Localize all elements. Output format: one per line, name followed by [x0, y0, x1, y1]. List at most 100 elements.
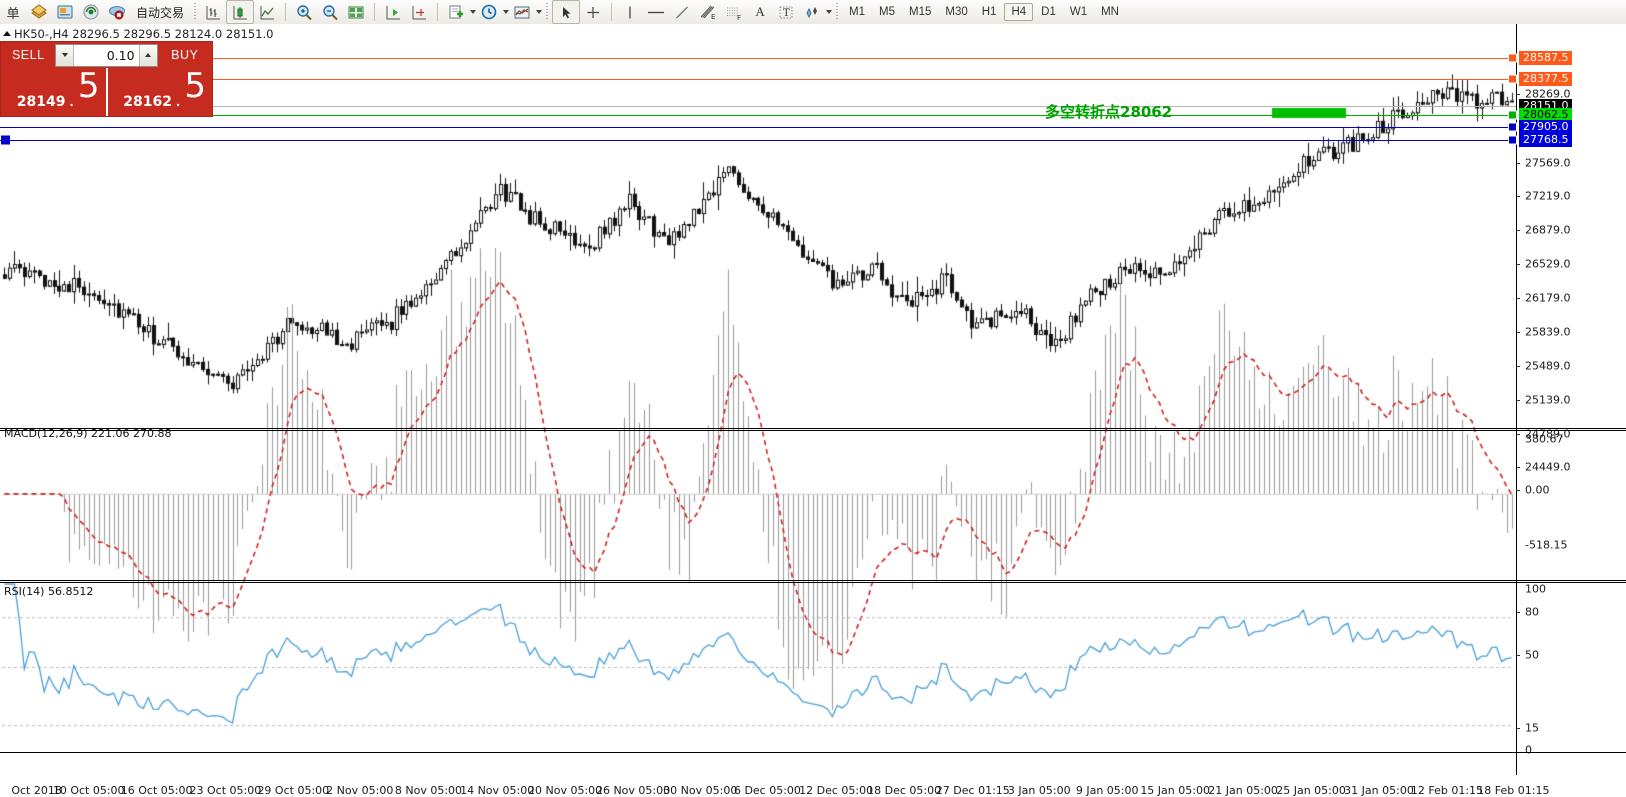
time-label-21: 12 Feb 01:15	[1410, 784, 1484, 797]
new-object-icon[interactable]	[443, 1, 469, 23]
chart-grid-icon[interactable]	[343, 1, 369, 23]
time-label-13: 18 Dec 05:00	[867, 784, 942, 797]
order-line-28377-handle[interactable]	[1508, 74, 1517, 84]
time-label-15: 3 Jan 05:00	[1007, 784, 1071, 797]
toolbar-separator-3	[836, 3, 839, 21]
timeframe-h4[interactable]: H4	[1004, 3, 1034, 21]
time-label-7: 14 Nov 05:00	[460, 784, 535, 797]
equidistant-channel-icon[interactable]: E	[695, 1, 721, 23]
price-tick-27219: 27219.0	[1525, 189, 1571, 203]
price-axis[interactable]	[1516, 24, 1517, 775]
toolbar-divider-3	[437, 3, 439, 21]
one-click-trading-panel[interactable]: SELL 0.10 BUY 28149 . 5 28162 . 5	[1, 42, 212, 116]
chart-area[interactable]: HK50-,H4 28296.5 28296.5 28124.0 28151.0…	[0, 24, 1626, 797]
time-label-16: 9 Jan 05:00	[1075, 784, 1139, 797]
fibonacci-icon[interactable]: F	[721, 1, 747, 23]
chart-shift-icon[interactable]	[406, 1, 432, 23]
shapes-icon[interactable]	[799, 1, 825, 23]
buy-price-main: 28162	[123, 94, 172, 110]
price-tick-26179: 26179.0	[1525, 291, 1571, 305]
sell-price-cell[interactable]: 28149 . 5	[1, 66, 106, 116]
line-chart-icon[interactable]	[254, 1, 280, 23]
vertical-line-icon[interactable]	[617, 1, 643, 23]
shapes-dropdown-caret[interactable]	[826, 10, 833, 14]
time-label-1: 10 Oct 05:00	[52, 784, 125, 797]
price-tick-24449: 24449.0	[1525, 460, 1571, 474]
sell-price-fraction: 5	[77, 66, 100, 106]
indicator-dropdown-caret[interactable]	[536, 10, 543, 14]
candlestick-chart-icon[interactable]	[226, 0, 255, 24]
price-tick-25139: 25139.0	[1525, 393, 1571, 407]
trendline-icon[interactable]	[669, 1, 695, 23]
cursor-icon[interactable]	[552, 0, 581, 24]
sell-price-main: 28149	[16, 94, 66, 110]
volume-value[interactable]: 0.10	[106, 47, 135, 63]
indicator-icon[interactable]	[509, 1, 535, 23]
market-icon[interactable]	[104, 1, 130, 23]
timeframe-m5[interactable]: M5	[879, 6, 895, 18]
order-line-28587[interactable]	[0, 58, 1516, 59]
zoom-out-icon[interactable]	[317, 1, 343, 23]
price-tag-27905: 27905.0	[1519, 120, 1572, 134]
chart-annotation-text[interactable]: 多空转折点28062	[1045, 103, 1173, 121]
level-line-27905[interactable]	[0, 127, 1516, 128]
news-icon[interactable]	[52, 1, 78, 23]
trade-panel-prices: 28149 . 5 28162 . 5	[1, 66, 213, 116]
volume-input[interactable]: 0.10	[55, 43, 158, 67]
toolbar-separator	[194, 3, 197, 21]
time-label-3: 23 Oct 05:00	[189, 784, 262, 797]
buy-button[interactable]: BUY	[171, 48, 199, 62]
horizontal-line-icon[interactable]	[643, 1, 669, 23]
macd-scale-max: 380.67	[1525, 432, 1564, 446]
price-tag-28062: 28062.5	[1519, 108, 1572, 122]
price-tag-28377: 28377.5	[1519, 72, 1572, 86]
new-object-dropdown-caret[interactable]	[470, 10, 477, 14]
toolbar-divider-4	[611, 3, 613, 21]
svg-text:T: T	[783, 8, 790, 19]
level-line-27768[interactable]	[0, 140, 1516, 141]
text-label-icon[interactable]: A	[755, 4, 765, 19]
time-label-8: 20 Nov 05:00	[528, 784, 603, 797]
new-order-icon[interactable]: 单	[6, 5, 20, 21]
time-label-12: 12 Dec 05:00	[799, 784, 874, 797]
price-tick-25839: 25839.0	[1525, 325, 1571, 339]
level-line-27905-handle[interactable]	[1508, 122, 1517, 132]
crosshair-icon[interactable]	[580, 1, 606, 23]
timeframe-m1[interactable]: M1	[849, 6, 865, 18]
zoom-in-icon[interactable]	[291, 1, 317, 23]
chart-collapse-icon[interactable]	[3, 31, 11, 36]
order-line-28377[interactable]	[0, 79, 1516, 80]
level-line-27768-left-handle[interactable]	[1, 135, 10, 145]
time-label-14: 27 Dec 01:15	[935, 784, 1010, 797]
period-dropdown-caret[interactable]	[503, 10, 510, 14]
bar-chart-icon[interactable]	[200, 1, 226, 23]
volume-decrement-button[interactable]	[56, 44, 75, 66]
signals-icon[interactable]	[78, 1, 104, 23]
support-line-28062[interactable]	[0, 115, 1516, 116]
order-line-28587-handle[interactable]	[1508, 53, 1517, 63]
toolbar-divider-2	[374, 3, 376, 21]
macd-indicator-label[interactable]: MACD(12,26,9) 221.06 270.88	[4, 427, 172, 440]
level-line-27768-handle[interactable]	[1508, 135, 1517, 145]
chart-autoscroll-icon[interactable]	[380, 1, 406, 23]
rsi-scale-80: 80	[1525, 605, 1539, 619]
timeframe-d1[interactable]: D1	[1041, 6, 1056, 18]
timeframe-m15[interactable]: M15	[908, 6, 932, 18]
text-box-icon[interactable]: T	[773, 1, 799, 23]
autotrading-button[interactable]: 自动交易	[136, 5, 185, 20]
timeframe-h1[interactable]: H1	[981, 6, 997, 18]
time-label-11: 6 Dec 05:00	[733, 784, 801, 797]
timeframe-mn[interactable]: MN	[1101, 6, 1119, 18]
support-line-28062-handle[interactable]	[1508, 110, 1517, 120]
timeframe-w1[interactable]: W1	[1069, 6, 1088, 18]
sell-button[interactable]: SELL	[11, 48, 45, 62]
time-label-5: 2 Nov 05:00	[326, 784, 394, 797]
volume-increment-button[interactable]	[138, 44, 157, 66]
period-separator-icon[interactable]	[476, 1, 502, 23]
rsi-indicator-label[interactable]: RSI(14) 56.8512	[4, 585, 94, 598]
price-tick-25489: 25489.0	[1525, 359, 1571, 373]
chart-canvas[interactable]	[0, 24, 1626, 775]
buy-price-cell[interactable]: 28162 . 5	[105, 66, 213, 116]
templates-icon[interactable]	[26, 1, 52, 23]
timeframe-m30[interactable]: M30	[945, 6, 968, 18]
